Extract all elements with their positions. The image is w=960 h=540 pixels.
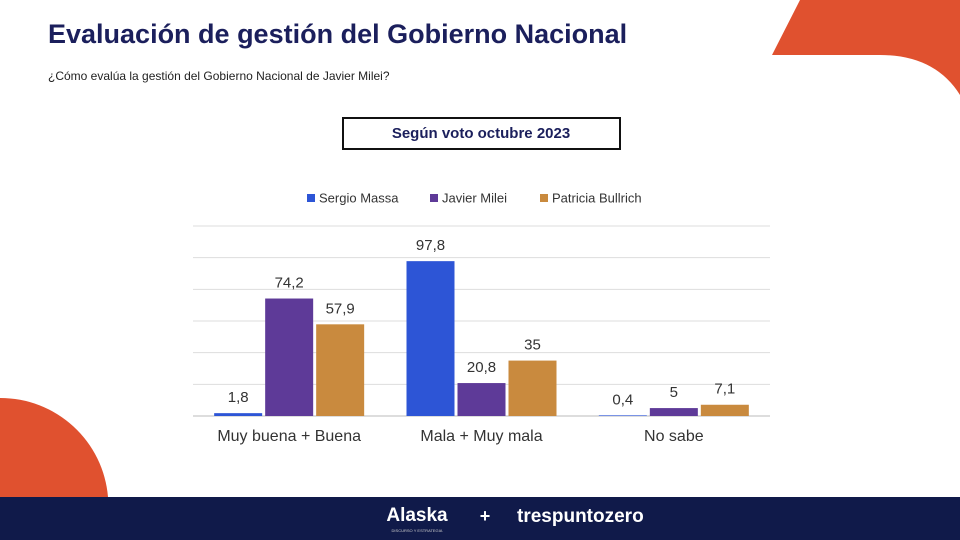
bar	[700, 404, 749, 416]
value-label: 97,8	[416, 237, 445, 254]
footer-brand: trespuntozero	[517, 506, 644, 527]
value-label: 35	[524, 337, 541, 354]
value-label: 74,2	[275, 274, 304, 291]
chart: Sergio Massa Javier Milei Patricia Bullric…	[193, 190, 770, 445]
x-tick-label: No sabe	[644, 428, 704, 445]
bar	[316, 324, 365, 416]
footer-plus: +	[480, 506, 491, 526]
bar	[598, 415, 647, 416]
bar	[457, 383, 506, 416]
value-label: 5	[670, 384, 678, 401]
x-tick-label: Muy buena + Buena	[217, 428, 361, 445]
value-label: 0,4	[612, 391, 633, 408]
decor-circle	[0, 397, 108, 497]
chart-title: Según voto octubre 2023	[392, 125, 570, 142]
footer-bar	[0, 497, 960, 540]
footer-brand: Alaska	[386, 505, 448, 526]
legend-label: Patricia Bullrich	[552, 190, 642, 205]
bar	[265, 298, 314, 416]
legend-swatch	[430, 194, 438, 202]
title: Evaluación de gestión del Gobierno Nacio…	[48, 19, 627, 49]
legend-swatch	[307, 194, 315, 202]
value-label: 7,1	[714, 381, 735, 398]
x-tick-label: Mala + Muy mala	[420, 428, 542, 445]
bar	[406, 261, 455, 416]
decor-triangle	[772, 0, 960, 95]
footer-tagline: DISCURSO Y ESTRATEGIA	[392, 528, 443, 533]
chart-title-box	[342, 117, 621, 150]
legend-label: Sergio Massa	[319, 190, 399, 205]
bar	[649, 408, 698, 416]
legend-swatch	[540, 194, 548, 202]
bar	[214, 413, 263, 416]
subtitle: ¿Cómo evalúa la gestión del Gobierno Nac…	[48, 69, 390, 83]
legend-label: Javier Milei	[442, 190, 507, 205]
value-label: 1,8	[228, 389, 249, 406]
value-label: 57,9	[326, 300, 355, 317]
value-label: 20,8	[467, 359, 496, 376]
bar	[508, 360, 557, 416]
